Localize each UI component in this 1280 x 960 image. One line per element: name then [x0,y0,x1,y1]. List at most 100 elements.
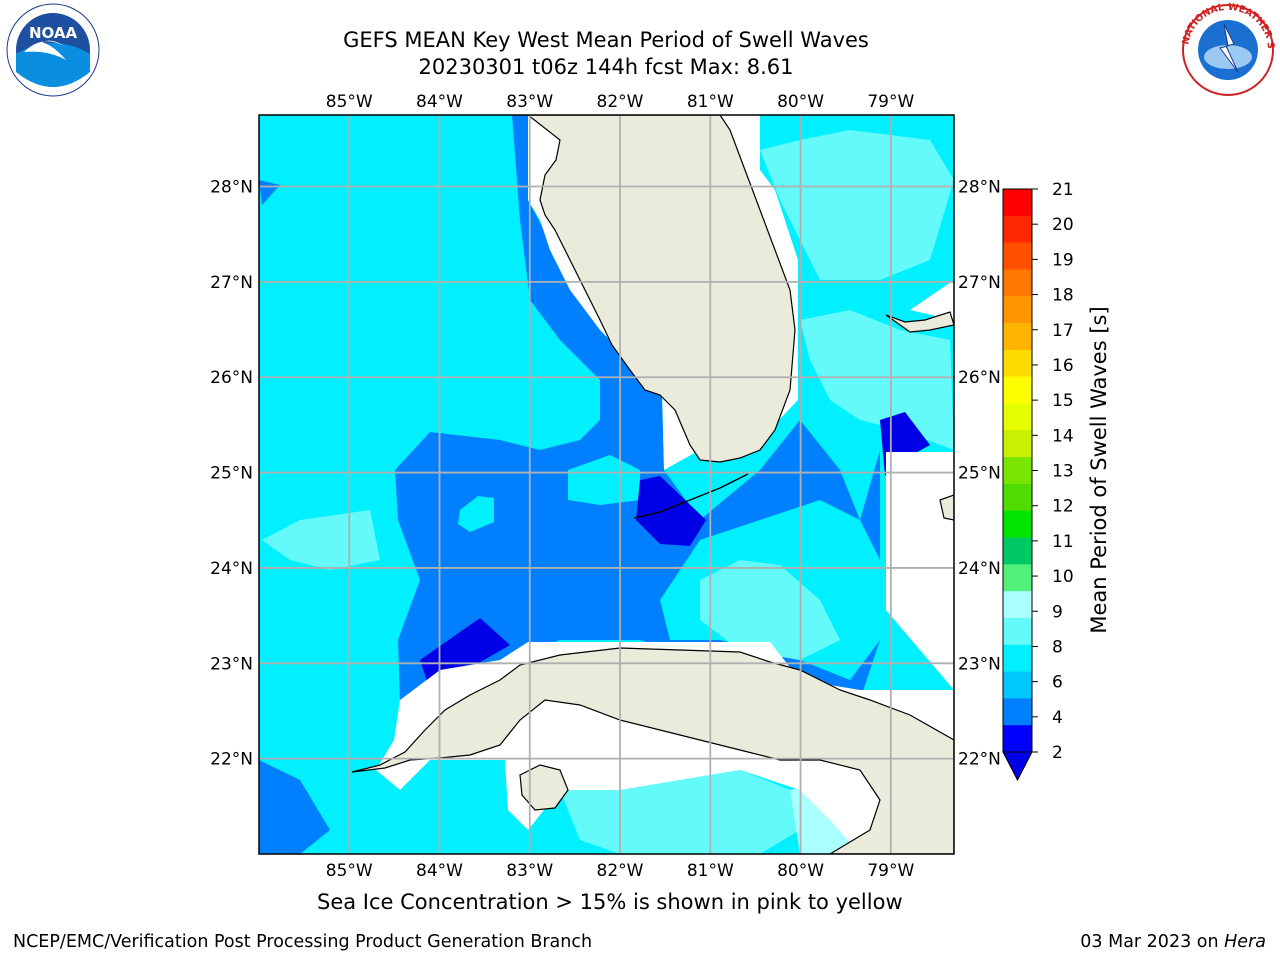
lon-label-bottom: 83°W [506,861,553,881]
colorbar-swatch [1003,376,1032,404]
swell-zone-4-6s [458,496,494,532]
colorbar-swatch [1003,564,1032,592]
footer-date: 03 Mar 2023 on Hera [1080,932,1266,952]
colorbar-tick-label: 11 [1052,532,1074,552]
florida-land [527,115,796,463]
swell-zone-6-8s [262,510,380,570]
colorbar-tick-label: 10 [1052,567,1074,587]
footer-credit: NCEP/EMC/Verification Post Processing Pr… [13,932,593,952]
swell-zone-6-8s [800,310,954,450]
isla-de-la-juventud [519,764,569,811]
colorbar-swatch [1003,644,1032,673]
colorbar-swatch [1003,591,1032,619]
colorbar-swatch [1003,242,1032,270]
lat-label-right: 27°N [958,273,1001,293]
colorbar-under-arrow [1002,751,1033,782]
lat-label-right: 26°N [958,368,1001,388]
colorbar-swatch [1003,698,1032,726]
lon-label-top: 81°W [687,92,734,112]
colorbar-tick-label: 21 [1052,180,1074,200]
lat-label-right: 25°N [958,464,1001,484]
footer-host: Hera [1224,932,1266,952]
map-title: GEFS MEAN Key West Mean Period of Swell … [343,28,869,52]
colorbar: 21 20 19 18 17 16 15 14 13 12 11 10 9 8 6 4 2 [1002,180,1074,782]
colorbar-swatch [1003,430,1032,458]
colorbar-tick-label: 8 [1052,637,1063,657]
masked-region [910,280,954,320]
colorbar-tick-label: 6 [1052,673,1063,693]
colorbar-label: Mean Period of Swell Waves [s] [1087,306,1111,633]
colorbar-tick-label: 18 [1052,286,1074,306]
colorbar-tick-label: 13 [1052,462,1074,482]
lon-label-top: 79°W [867,92,914,112]
lon-label-bottom: 80°W [777,861,824,881]
colorbar-swatch [1003,510,1032,539]
colorbar-swatch [1003,349,1032,378]
colorbar-swatch [1003,537,1032,565]
colorbar-swatch [1003,189,1032,217]
colorbar-tick-label: 2 [1052,743,1063,763]
colorbar-swatch [1003,671,1032,699]
colorbar-tick-label: 16 [1052,356,1074,376]
colorbar-swatch [1003,269,1032,297]
colorbar-tick-label: 19 [1052,250,1074,270]
swell-zone-2-4s [259,760,330,854]
swell-zone-4-6s [568,455,640,505]
cuba-land [351,647,954,854]
colorbar-swatch [1003,215,1032,244]
lon-label-bottom: 82°W [597,861,644,881]
bahamas-land [885,311,954,333]
masked-region [886,452,954,690]
noaa-logo-icon: NOAA [6,3,100,97]
map-frame [258,114,955,855]
swell-zone-6-8s [700,560,840,660]
lat-label-left: 25°N [210,464,253,484]
lon-label-bottom: 84°W [416,861,463,881]
colorbar-tick-label: 15 [1052,391,1074,411]
lon-label-top: 85°W [326,92,373,112]
colorbar-swatch [1003,483,1032,512]
colorbar-swatch [1003,725,1032,753]
nws-logo-icon: NATIONAL WEATHER SERVICE [1176,2,1276,96]
lon-label-top: 80°W [777,92,824,112]
colorbar-tick-label: 4 [1052,708,1063,728]
lon-label-top: 84°W [416,92,463,112]
andros-land [939,494,954,521]
lat-label-right: 24°N [958,559,1001,579]
swell-zone-6-8s [760,130,954,280]
colorbar-tick-label: 12 [1052,497,1074,517]
colorbar-tick-label: 14 [1052,426,1074,446]
florida-keys [633,473,749,519]
colorbar-swatch [1003,403,1032,431]
lat-label-right: 28°N [958,178,1001,198]
lat-label-left: 23°N [210,654,253,674]
colorbar-swatch [1003,323,1032,351]
lat-label-left: 26°N [210,368,253,388]
lat-label-left: 22°N [210,750,253,770]
lon-label-bottom: 79°W [867,861,914,881]
sea-ice-note: Sea Ice Concentration > 15% is shown in … [317,890,903,914]
lat-label-left: 27°N [210,273,253,293]
lon-label-bottom: 85°W [326,861,373,881]
noaa-logo-text: NOAA [29,24,78,42]
colorbar-tick-label: 20 [1052,215,1074,235]
map-grid [259,115,954,854]
colorbar-tick-label: 9 [1052,602,1063,622]
map-subtitle: 20230301 t06z 144h fcst Max: 8.61 [418,55,794,79]
colorbar-tick-label: 17 [1052,321,1074,341]
lon-label-bottom: 81°W [687,861,734,881]
map-plot-area [259,115,954,854]
footer-date-text: 03 Mar 2023 on [1080,932,1225,952]
lat-label-right: 23°N [958,654,1001,674]
lon-label-top: 83°W [506,92,553,112]
colorbar-swatch [1003,617,1032,646]
colorbar-swatch [1003,457,1032,485]
lon-label-top: 82°W [597,92,644,112]
map-tick-labels: 85°W 85°W 84°W 84°W 83°W 83°W 82°W 82°W 81°W 81°W… [210,92,1001,881]
lat-label-left: 28°N [210,178,253,198]
lat-label-right: 22°N [958,750,1001,770]
colorbar-swatch [1003,296,1032,324]
swell-zone-under-2s [636,476,706,546]
lat-label-left: 24°N [210,559,253,579]
